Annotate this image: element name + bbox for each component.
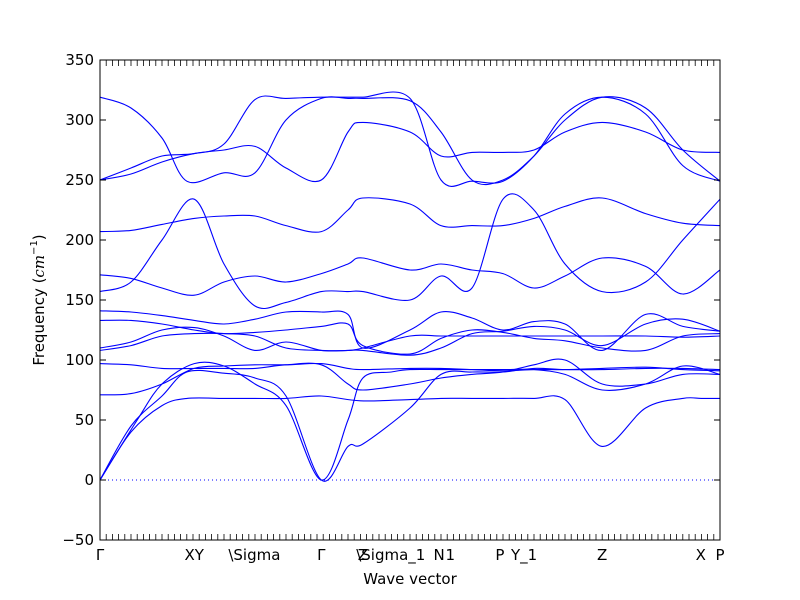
phonon-branch-8 [100,319,720,355]
phonon-branch-12 [100,197,720,233]
y-tick-label: 300 [65,111,94,129]
phonon-branch-6 [100,332,720,352]
y-tick-label: 350 [65,51,94,69]
y-tick-label: −50 [62,531,94,549]
phonon-branch-2 [100,367,720,482]
x-tick-label: P [495,546,504,564]
x-axis: Γ XY \Sigma Γ Z\Sigma_1 N 1 P Y_1 Z X P [96,60,725,565]
x-tick-label: 1 [446,546,456,564]
phonon-branch-13 [100,121,720,182]
y-tick-label: 150 [65,291,94,309]
y-tick-label: 0 [84,471,94,489]
x-tick-label: XY [185,546,205,564]
x-tick-label: X [696,546,706,564]
x-tick-label: Y_1 [510,546,537,565]
x-tick-label: \Sigma_1 [356,546,425,565]
phonon-branch-14 [100,96,720,186]
y-tick-label: 50 [75,411,94,429]
phonon-branch-5 [100,358,720,391]
y-axis-label-close: ) [30,234,48,240]
x-tick-label: \Sigma [228,546,280,564]
y-axis-label-exponent: −1 [29,240,40,255]
phonon-branch-3 [100,361,720,481]
y-tick-label: 250 [65,171,94,189]
phonon-branch-9 [100,310,720,351]
phonon-branch-11 [100,193,720,310]
x-tick-label: N [434,546,445,564]
x-tick-label: Γ [317,546,326,564]
series-layer [100,91,720,482]
phonon-branch-15 [100,91,720,187]
x-tick-label: Z [597,546,607,564]
phonon-branch-10 [100,257,720,296]
y-axis-label-unit: cm [30,255,48,278]
x-tick-label: Γ [96,546,105,564]
y-axis: −50 0 50 100 150 200 250 300 350 [62,51,720,549]
y-axis-label: Frequency (cm−1) [29,234,48,365]
y-tick-label: 100 [65,351,94,369]
y-axis-label-text: Frequency ( [30,278,48,366]
y-tick-label: 200 [65,231,94,249]
phonon-branch-7 [100,318,720,356]
x-tick-label: P [715,546,724,564]
phonon-branch-4 [100,362,720,396]
x-tick-label: Z [358,546,368,564]
x-axis-label: Wave vector [363,570,457,588]
phonon-branch-1 [100,395,720,481]
